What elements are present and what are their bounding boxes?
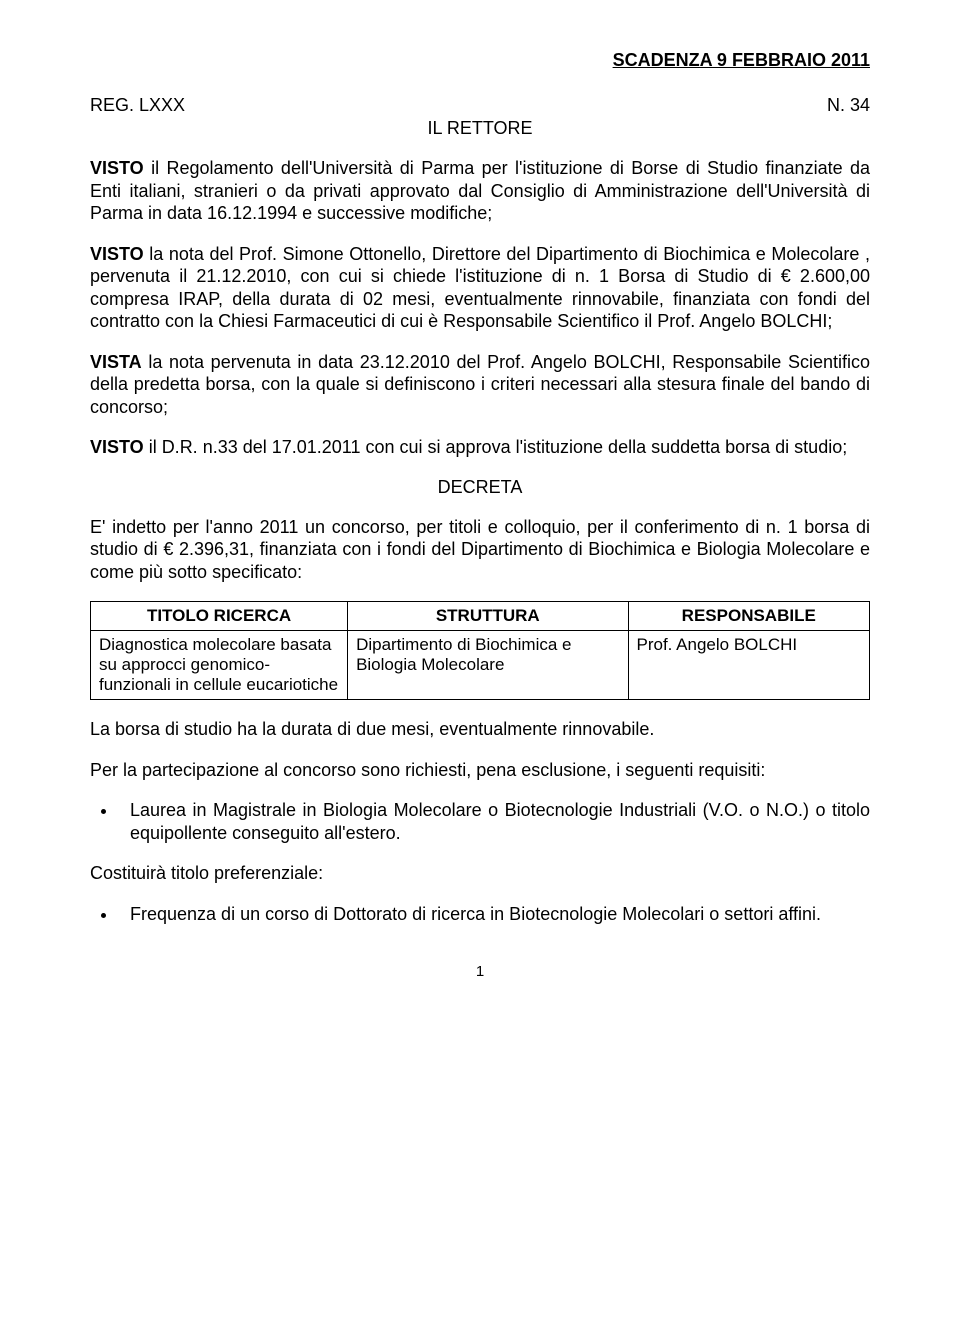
table-cell-struttura: Dipartimento di Biochimica e Biologia Mo… [348,631,628,700]
paragraph-visto-1: VISTO il Regolamento dell'Università di … [90,157,870,225]
paragraph-preferenziale-intro: Costituirà titolo preferenziale: [90,862,870,885]
vista-text: la nota pervenuta in data 23.12.2010 del… [90,352,870,417]
list-item: Frequenza di un corso di Dottorato di ri… [118,903,870,926]
paragraph-requisiti-intro: Per la partecipazione al concorso sono r… [90,759,870,782]
preferential-list: Frequenza di un corso di Dottorato di ri… [90,903,870,926]
document-page: SCADENZA 9 FEBBRAIO 2011 REG. LXXX N. 34… [0,0,960,1020]
reg-right: N. 34 [827,95,870,116]
table-header-responsabile: RESPONSABILE [628,602,870,631]
table-cell-responsabile: Prof. Angelo BOLCHI [628,631,870,700]
table-header-row: TITOLO RICERCA STRUTTURA RESPONSABILE [91,602,870,631]
research-table: TITOLO RICERCA STRUTTURA RESPONSABILE Di… [90,601,870,700]
registration-line: REG. LXXX N. 34 [90,95,870,116]
visto-lead-3: VISTO [90,437,144,457]
paragraph-visto-2: VISTO la nota del Prof. Simone Ottonello… [90,243,870,333]
paragraph-vista: VISTA la nota pervenuta in data 23.12.20… [90,351,870,419]
paragraph-indetto: E' indetto per l'anno 2011 un concorso, … [90,516,870,584]
decreta-heading: DECRETA [90,477,870,498]
visto-text-1: il Regolamento dell'Università di Parma … [90,158,870,223]
paragraph-durata: La borsa di studio ha la durata di due m… [90,718,870,741]
table-header-titolo: TITOLO RICERCA [91,602,348,631]
table-cell-titolo: Diagnostica molecolare basata su approcc… [91,631,348,700]
table-header-struttura: STRUTTURA [348,602,628,631]
table-row: Diagnostica molecolare basata su approcc… [91,631,870,700]
requirements-list: Laurea in Magistrale in Biologia Molecol… [90,799,870,844]
page-number: 1 [90,963,870,980]
visto-text-3: il D.R. n.33 del 17.01.2011 con cui si a… [144,437,848,457]
visto-lead-2: VISTO [90,244,144,264]
visto-lead-1: VISTO [90,158,144,178]
deadline-header: SCADENZA 9 FEBBRAIO 2011 [90,50,870,71]
reg-left: REG. LXXX [90,95,185,116]
list-item: Laurea in Magistrale in Biologia Molecol… [118,799,870,844]
paragraph-visto-3: VISTO il D.R. n.33 del 17.01.2011 con cu… [90,436,870,459]
visto-text-2: la nota del Prof. Simone Ottonello, Dire… [90,244,870,332]
il-rettore-title: IL RETTORE [90,118,870,139]
vista-lead: VISTA [90,352,142,372]
